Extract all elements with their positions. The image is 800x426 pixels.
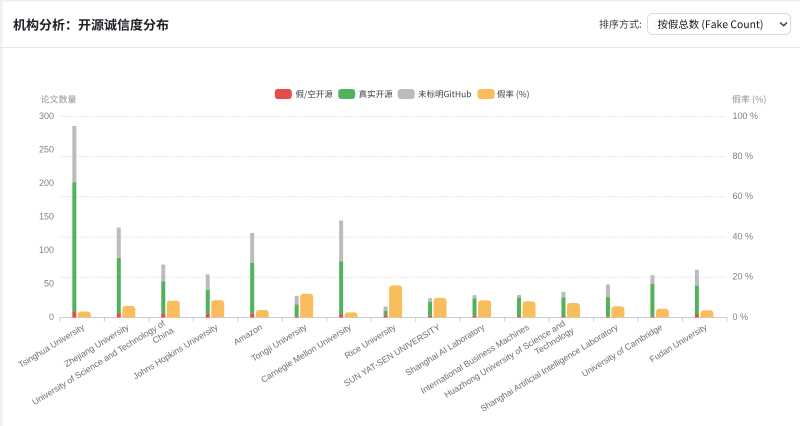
svg-text:100: 100 (39, 245, 54, 255)
svg-text:150: 150 (39, 211, 54, 221)
svg-text:0: 0 (49, 312, 54, 322)
svg-text:60 %: 60 % (733, 191, 754, 201)
svg-text:200: 200 (39, 178, 54, 188)
svg-text:100 %: 100 % (733, 111, 759, 121)
svg-text:20 %: 20 % (733, 272, 754, 282)
svg-text:Shanghai AI Laboratory: Shanghai AI Laboratory (404, 322, 487, 378)
svg-text:80 %: 80 % (733, 151, 754, 161)
svg-text:250: 250 (39, 144, 54, 154)
svg-text:Amazon: Amazon (232, 322, 265, 347)
svg-text:300: 300 (39, 111, 54, 121)
svg-text:40 %: 40 % (733, 232, 754, 242)
svg-text:Huazhong University of Science: Huazhong University of Science and (442, 318, 567, 400)
svg-text:50: 50 (44, 278, 54, 288)
svg-text:University of Cambridge: University of Cambridge (580, 322, 664, 379)
svg-text:0 %: 0 % (733, 312, 749, 322)
